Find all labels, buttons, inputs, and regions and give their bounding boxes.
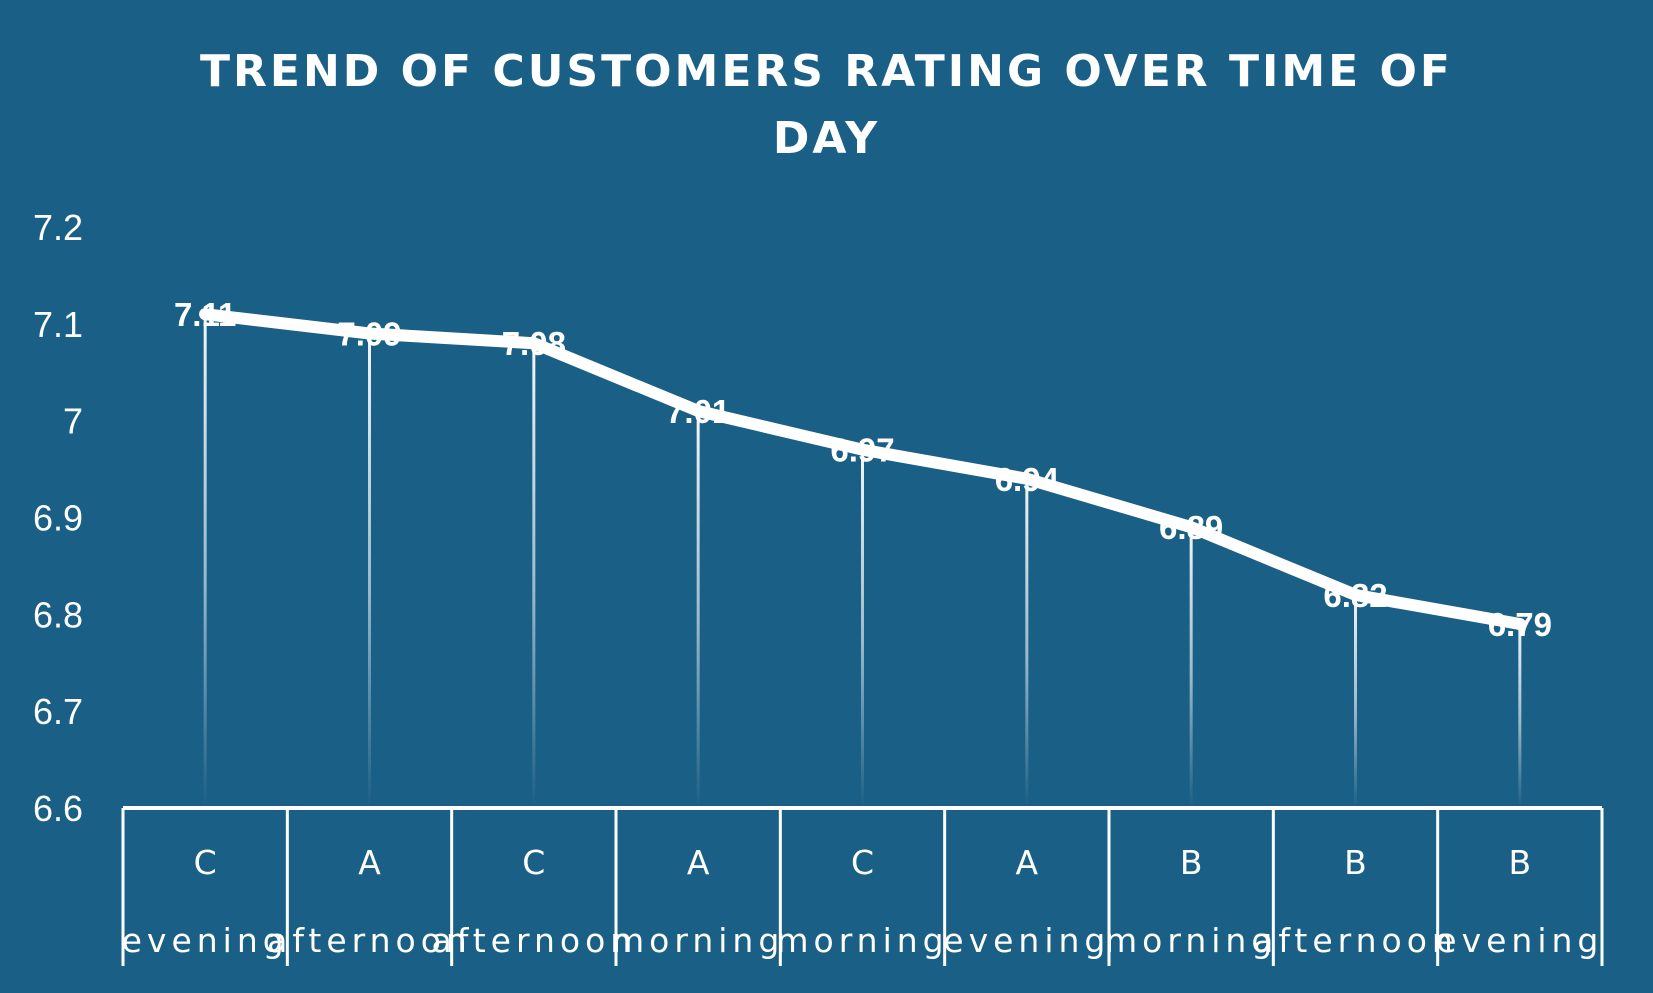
data-point [1185, 521, 1198, 534]
drop-line [368, 333, 371, 808]
category-label: evening [122, 921, 289, 960]
chart-title: TREND OF CUSTOMERS RATING OVER TIME OF D… [0, 38, 1653, 172]
category-group-label: C [522, 843, 545, 882]
drop-line [203, 314, 207, 808]
data-label: 6.89 [1159, 509, 1223, 546]
category-group-label: B [1344, 843, 1367, 882]
data-point [363, 327, 376, 340]
drop-line [1518, 624, 1522, 808]
category-label: afternoon [431, 921, 636, 960]
category-label: afternoon [1253, 921, 1458, 960]
data-label: 7.01 [666, 393, 730, 430]
category-label: evening [1436, 921, 1603, 960]
y-tick-label: 6.7 [33, 691, 83, 732]
category-group-label: A [1016, 843, 1039, 882]
data-label: 6.82 [1323, 577, 1387, 614]
data-label: 7.11 [174, 296, 236, 333]
chart-title-line-2: DAY [772, 113, 881, 164]
data-point [856, 443, 869, 456]
y-tick-label: 7 [63, 401, 83, 442]
category-group-label: A [687, 843, 710, 882]
drop-line [861, 449, 864, 808]
category-label: morning [1105, 921, 1277, 960]
data-label: 7.08 [502, 325, 566, 362]
data-point [199, 308, 212, 321]
chart-title-line-1: TREND OF CUSTOMERS RATING OVER TIME OF [200, 46, 1453, 97]
data-point [692, 404, 705, 417]
data-point [1513, 618, 1526, 631]
category-label: evening [943, 921, 1110, 960]
y-tick-label: 7.2 [33, 207, 83, 248]
data-label: 6.94 [995, 461, 1060, 498]
category-label: afternoon [267, 921, 472, 960]
y-tick-label: 6.6 [33, 788, 83, 829]
y-tick-label: 7.1 [33, 304, 83, 345]
data-label: 7.09 [337, 316, 401, 353]
drop-line [1025, 478, 1029, 808]
category-group-label: A [358, 843, 381, 882]
category-group-label: B [1509, 843, 1532, 882]
category-label: morning [776, 921, 948, 960]
y-tick-label: 6.8 [33, 594, 83, 635]
category-group-label: C [194, 843, 217, 882]
category-group-label: B [1180, 843, 1203, 882]
drop-line [1354, 594, 1357, 808]
data-point [1349, 588, 1362, 601]
data-point [1020, 472, 1033, 485]
drop-line [1189, 527, 1193, 808]
y-tick-label: 6.9 [33, 498, 83, 539]
drop-line [696, 410, 700, 808]
category-label: morning [612, 921, 784, 960]
data-label: 6.97 [830, 432, 894, 469]
category-group-label: C [851, 843, 874, 882]
data-point [527, 337, 540, 350]
data-label: 6.79 [1488, 606, 1552, 643]
drop-line [532, 343, 536, 808]
